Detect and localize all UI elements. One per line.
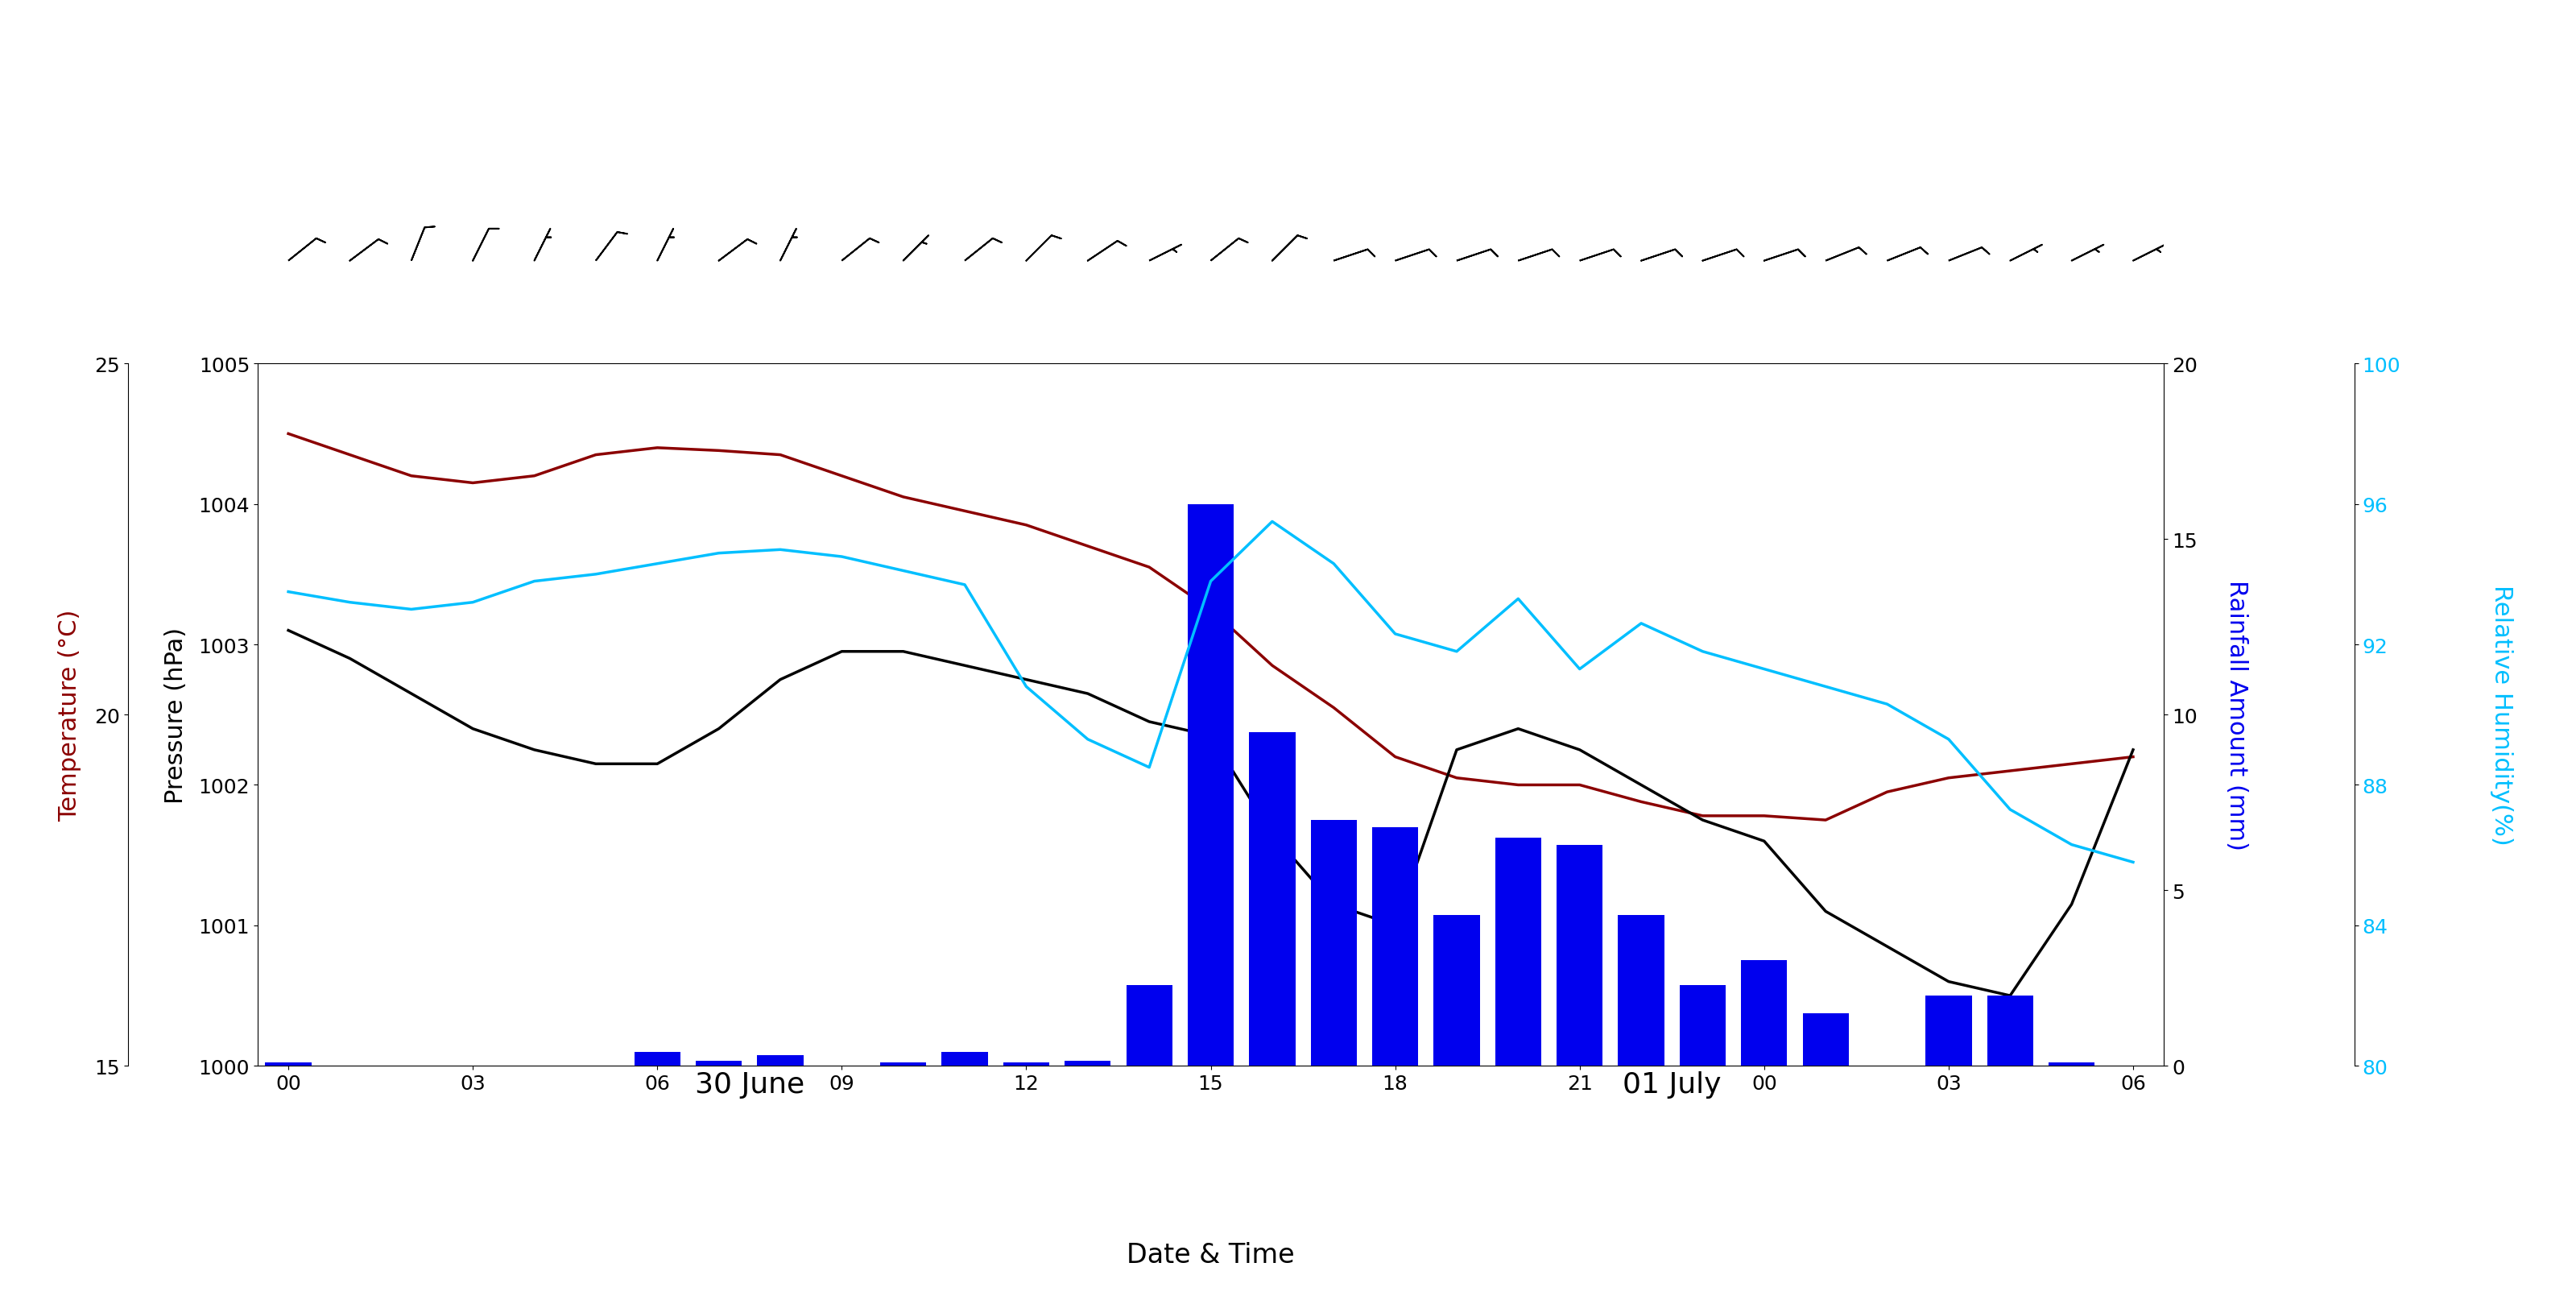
Bar	[1556, 845, 1602, 1066]
Bar	[1126, 985, 1172, 1066]
Text: Date & Time: Date & Time	[1126, 1242, 1296, 1268]
Bar	[1986, 996, 2032, 1066]
Y-axis label: Pressure (hPa): Pressure (hPa)	[165, 627, 188, 803]
Bar	[1373, 827, 1419, 1066]
Bar	[1188, 504, 1234, 1066]
Bar	[634, 1052, 680, 1066]
Text: 30 June: 30 June	[696, 1071, 804, 1098]
Bar	[1064, 1061, 1110, 1066]
Y-axis label: Temperature (°C): Temperature (°C)	[57, 608, 80, 822]
Bar	[1680, 985, 1726, 1066]
Bar	[1803, 1014, 1850, 1066]
Text: 01 July: 01 July	[1623, 1071, 1721, 1098]
Bar	[1618, 915, 1664, 1066]
Bar	[1435, 915, 1479, 1066]
Bar	[2048, 1062, 2094, 1066]
Bar	[1002, 1062, 1048, 1066]
Bar	[943, 1052, 987, 1066]
Bar	[757, 1056, 804, 1066]
Bar	[696, 1061, 742, 1066]
Bar	[1741, 961, 1788, 1066]
Bar	[1249, 733, 1296, 1066]
Bar	[881, 1062, 927, 1066]
Bar	[1924, 996, 1971, 1066]
Y-axis label: Rainfall Amount (mm): Rainfall Amount (mm)	[2226, 580, 2249, 850]
Bar	[265, 1062, 312, 1066]
Bar	[1311, 820, 1358, 1066]
Y-axis label: Relative Humidity(%): Relative Humidity(%)	[2491, 585, 2514, 845]
Bar	[1494, 838, 1540, 1066]
